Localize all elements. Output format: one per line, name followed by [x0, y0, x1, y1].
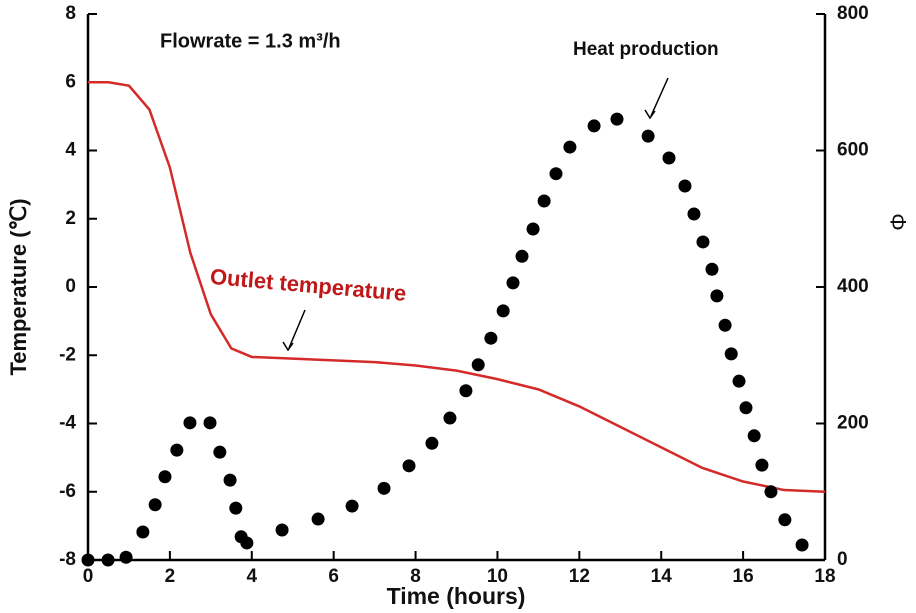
- scatter-annotation: Heat production: [573, 39, 719, 60]
- point: [119, 550, 133, 564]
- point: [705, 262, 719, 276]
- point: [136, 525, 150, 539]
- y-tick-label: -2: [59, 344, 76, 365]
- y-axis-label: Temperature (℃): [6, 198, 31, 375]
- point: [275, 523, 289, 537]
- arrows: [282, 77, 669, 352]
- y2-tick-label: 800: [837, 3, 869, 24]
- point: [755, 458, 769, 472]
- point: [732, 374, 746, 388]
- x-tick-label: 2: [165, 566, 176, 587]
- y2-tick-label: 600: [837, 140, 869, 161]
- y-tick-label: -8: [59, 549, 76, 570]
- point: [496, 304, 510, 318]
- line-annotation: Outlet temperature: [209, 264, 407, 306]
- point: [778, 513, 792, 527]
- point: [747, 429, 761, 443]
- point: [402, 459, 416, 473]
- axes: [86, 14, 827, 562]
- point: [795, 538, 809, 552]
- y-tick-label: 6: [65, 71, 76, 92]
- y-tick-label: 4: [65, 140, 76, 161]
- point: [158, 470, 172, 484]
- point: [240, 536, 254, 550]
- y-tick-label: 2: [65, 208, 76, 229]
- point: [739, 401, 753, 415]
- point: [537, 194, 551, 208]
- point: [587, 119, 601, 133]
- point: [311, 512, 325, 526]
- point: [484, 331, 498, 345]
- x-tick-label: 8: [410, 566, 421, 587]
- point: [696, 235, 710, 249]
- point: [515, 249, 529, 263]
- point: [718, 318, 732, 332]
- y2-axis-label: Φ: [886, 213, 911, 231]
- x-tick-label: 18: [814, 566, 835, 587]
- y-tick-label: -4: [59, 413, 76, 434]
- point: [459, 384, 473, 398]
- point: [641, 129, 655, 143]
- point: [563, 140, 577, 154]
- x-axis-label: Time (hours): [387, 583, 526, 609]
- point: [203, 416, 217, 430]
- point: [229, 501, 243, 515]
- y2-tick-label: 200: [837, 413, 869, 434]
- point: [183, 416, 197, 430]
- y-tick-label: 8: [65, 3, 76, 24]
- point: [170, 443, 184, 457]
- point: [81, 553, 95, 567]
- line: [88, 81, 826, 493]
- x-tick-label: 10: [487, 566, 508, 587]
- point: [526, 222, 540, 236]
- y2-tick-label: 400: [837, 276, 869, 297]
- point: [213, 445, 227, 459]
- point: [101, 553, 115, 567]
- point: [345, 499, 359, 513]
- point: [425, 436, 439, 450]
- point: [764, 485, 778, 499]
- point: [471, 358, 485, 372]
- x-tick-label: 4: [246, 566, 257, 587]
- point: [687, 207, 701, 221]
- point: [443, 411, 457, 425]
- point: [377, 481, 391, 495]
- point: [710, 289, 724, 303]
- point: [724, 347, 738, 361]
- point: [148, 498, 162, 512]
- point: [549, 167, 563, 181]
- y2-tick-label: 0: [837, 549, 848, 570]
- x-tick-label: 0: [83, 566, 94, 587]
- point: [506, 276, 520, 290]
- point: [610, 112, 624, 126]
- point: [662, 151, 676, 165]
- x-tick-label: 14: [651, 566, 673, 587]
- y-tick-label: 0: [65, 276, 76, 297]
- point: [678, 179, 692, 193]
- annotation: Flowrate = 1.3 m³/h: [160, 30, 341, 52]
- x-tick-label: 12: [569, 566, 590, 587]
- point: [223, 473, 237, 487]
- x-tick-label: 6: [328, 566, 339, 587]
- x-tick-label: 16: [733, 566, 754, 587]
- y-tick-label: -6: [59, 481, 76, 502]
